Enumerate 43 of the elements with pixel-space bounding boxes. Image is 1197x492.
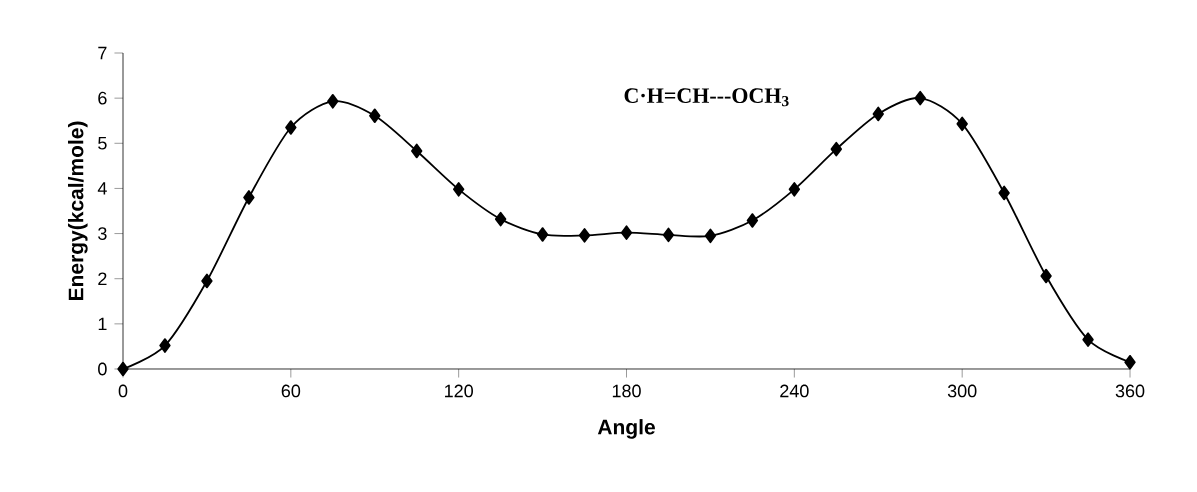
- point: [243, 190, 255, 205]
- x-tick-label: 180: [612, 384, 641, 398]
- point: [494, 211, 507, 227]
- point: [1082, 332, 1094, 347]
- point: [620, 225, 633, 240]
- point: [662, 227, 675, 243]
- point: [536, 227, 549, 242]
- point: [578, 228, 591, 243]
- point: [369, 108, 381, 124]
- point: [998, 185, 1010, 201]
- point: [872, 106, 884, 122]
- annotation: C·H=CH---OCH$_{3}$: [624, 88, 789, 107]
- y-tick-label: 1: [98, 317, 107, 331]
- y-tick-label: 0: [98, 362, 107, 376]
- y-tick-label: 4: [97, 182, 107, 195]
- point: [704, 228, 717, 244]
- point: [411, 143, 423, 159]
- y-tick-label: 7: [98, 46, 107, 60]
- point: [1040, 268, 1052, 284]
- point: [956, 116, 968, 132]
- x-tick-label: 240: [780, 384, 809, 398]
- y-tick-label: 6: [98, 91, 107, 105]
- y-tick-label: 2: [98, 272, 107, 285]
- x-tick-label: 120: [445, 384, 473, 398]
- point: [1124, 354, 1136, 370]
- x-tick-label: 360: [1115, 384, 1145, 398]
- y-tick-label: 3: [98, 227, 107, 240]
- point: [452, 182, 465, 197]
- y-axis-title: Energy(kcal/mole): [68, 121, 88, 301]
- point: [201, 273, 213, 289]
- x-tick-label: 0: [118, 384, 128, 398]
- point: [830, 141, 842, 157]
- point: [159, 338, 171, 353]
- point: [117, 361, 129, 377]
- y-tick-label: 5: [98, 137, 107, 150]
- point: [285, 120, 297, 135]
- point: [746, 213, 759, 228]
- x-tick-label: 300: [947, 384, 977, 398]
- x-axis-title: Angle: [597, 419, 655, 439]
- point: [788, 182, 801, 197]
- point: [914, 90, 926, 106]
- x-tick-label: 60: [281, 384, 301, 398]
- point: [327, 94, 339, 109]
